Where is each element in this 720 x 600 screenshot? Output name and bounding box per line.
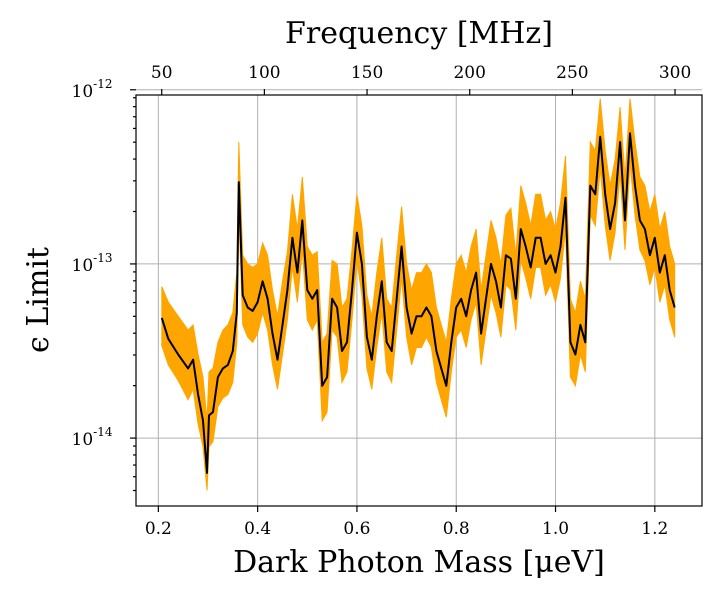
y-tick-label: 10-13 <box>72 251 113 276</box>
y-axis-title: ϵ Limit <box>21 247 56 353</box>
y-tick-label: 10-14 <box>72 425 113 450</box>
x-tick-label: 1.0 <box>542 519 569 539</box>
x-tick-label: 1.2 <box>641 519 668 539</box>
y-tick-exponent: -12 <box>93 77 112 91</box>
y-tick-label: 10-12 <box>72 77 113 102</box>
top-tick-label: 250 <box>556 63 588 83</box>
x-tick-label: 0.8 <box>443 519 470 539</box>
x-tick-label: 0.4 <box>244 519 271 539</box>
top-axis-title: Frequency [MHz] <box>285 16 553 51</box>
top-tick-label: 100 <box>248 63 280 83</box>
x-tick-label: 0.2 <box>145 519 172 539</box>
top-tick-label: 300 <box>659 63 691 83</box>
ticks-layer: 0.2 0.4 0.6 0.8 1.0 1.2 50 100 150 200 250 300 10-14… <box>72 63 692 539</box>
y-tick-exponent: -14 <box>93 425 113 439</box>
uncertainty-band <box>161 98 676 491</box>
x-axis-title: Dark Photon Mass [μeV] <box>233 545 605 580</box>
limit-line <box>160 132 676 474</box>
top-tick-label: 50 <box>151 63 173 83</box>
top-tick-label: 200 <box>453 63 485 83</box>
plot-frame <box>135 94 703 507</box>
x-tick-label: 0.6 <box>343 519 370 539</box>
y-tick-exponent: -13 <box>93 251 112 265</box>
top-tick-label: 150 <box>351 63 383 83</box>
